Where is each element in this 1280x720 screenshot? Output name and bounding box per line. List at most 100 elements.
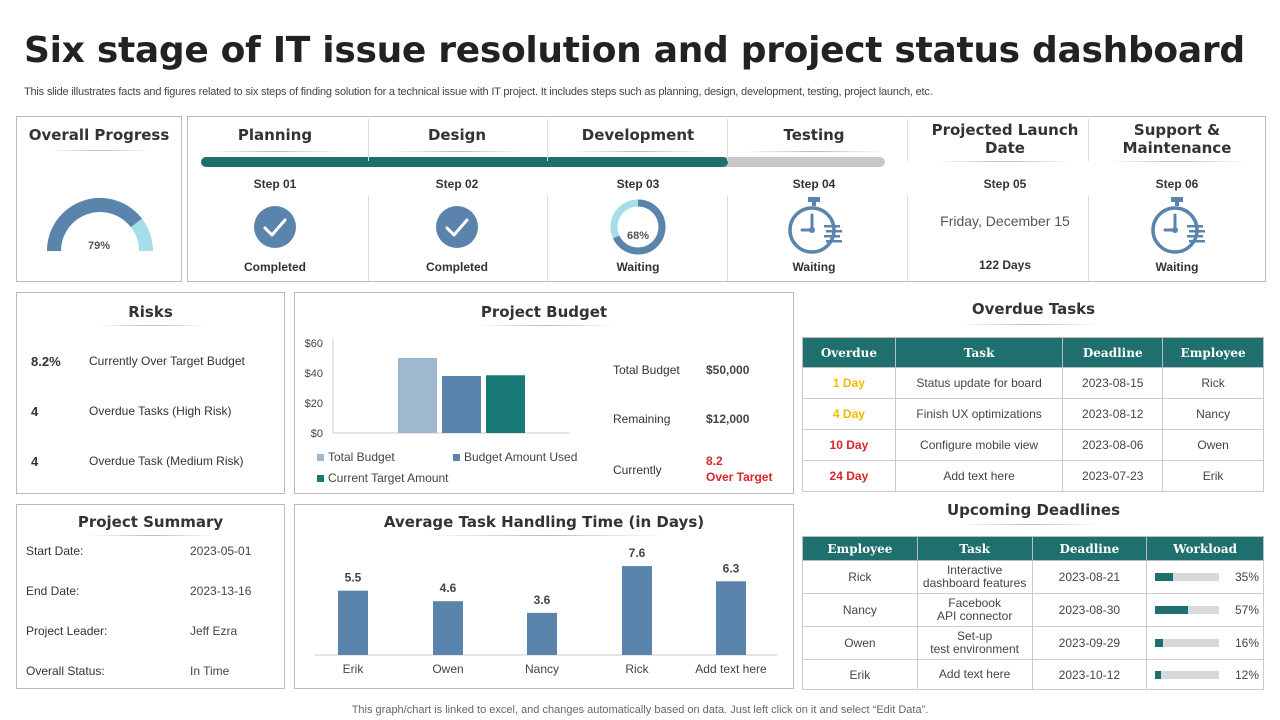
risk-medium-value: 4 xyxy=(31,454,39,469)
stage-divider xyxy=(1088,195,1089,281)
risk-budget-value: 8.2% xyxy=(31,354,61,369)
task-cell: Status update for board xyxy=(894,367,1064,399)
data-label: 4.6 xyxy=(440,581,457,595)
data-label: 3.6 xyxy=(534,593,551,607)
table-row: 1 Day Status update for board 2023-08-15 Ri… xyxy=(802,367,1264,399)
task-line-1: Add text here xyxy=(938,667,1011,681)
check-circle-icon xyxy=(436,206,478,248)
workload-bar-track xyxy=(1155,639,1220,647)
risk-high-label: Overdue Tasks (High Risk) xyxy=(89,404,232,418)
divider xyxy=(425,535,665,536)
col-deadline: Deadline xyxy=(1031,536,1148,561)
workload-value: 12% xyxy=(1234,667,1259,682)
employee-cell: Nancy xyxy=(802,593,918,627)
bar-nancy xyxy=(527,612,557,655)
workload-cell: 16% xyxy=(1146,626,1264,660)
ring-value: 68% xyxy=(626,230,650,242)
project-budget-panel: Project Budget $60 $40 $20 $0 Total Budget … xyxy=(294,292,794,494)
workload-value: 57% xyxy=(1234,603,1259,617)
task-handling-panel: Average Task Handling Time (in Days) 5.5… xyxy=(294,504,794,689)
deadline-cell: 2023-07-23 xyxy=(1062,460,1164,492)
launch-date: Friday, December 15 xyxy=(940,213,1070,229)
overdue-cell: 24 Day xyxy=(802,460,896,492)
task-line-1: Set-up xyxy=(956,629,993,643)
end-date-value: 2023-13-16 xyxy=(190,584,252,598)
task-cell: Add text here xyxy=(894,460,1064,492)
deadline-cell: 2023-10-12 xyxy=(1031,659,1148,690)
category-label: Nancy xyxy=(525,662,559,676)
divider xyxy=(935,161,1075,162)
upcoming-title: Upcoming Deadlines xyxy=(946,501,1121,519)
progress-gauge xyxy=(47,198,153,252)
divider xyxy=(205,151,345,152)
y-tick-label: $60 xyxy=(305,338,323,350)
bar-total-budget xyxy=(398,358,437,433)
page-subtitle: This slide illustrates facts and figures… xyxy=(24,86,933,98)
task-cell: Interactive dashboard features xyxy=(916,560,1033,594)
employee-cell: Rick xyxy=(1162,367,1264,399)
divider xyxy=(387,151,527,152)
risk-medium-label: Overdue Task (Medium Risk) xyxy=(89,454,244,468)
divider xyxy=(960,524,1100,525)
employee-cell: Owen xyxy=(1162,429,1264,461)
overall-progress-value: 79% xyxy=(87,240,111,252)
progress-ring-icon xyxy=(610,199,666,255)
stage-title-2: Design xyxy=(427,126,487,144)
overdue-title: Overdue Tasks xyxy=(971,300,1096,318)
deadline-cell: 2023-08-21 xyxy=(1031,560,1148,594)
remaining-value: $12,000 xyxy=(706,412,750,426)
divider xyxy=(47,150,153,151)
stage-title-3: Development xyxy=(581,126,695,144)
table-row: Nancy Facebook API connector 2023-08-30 57% xyxy=(802,593,1264,627)
summary-title: Project Summary xyxy=(77,513,224,531)
divider xyxy=(1107,161,1247,162)
legend-total-budget: Total Budget xyxy=(317,450,395,464)
bar-current-target-amount xyxy=(486,375,525,433)
stage-step-1: Step 01 xyxy=(253,177,297,191)
deadline-cell: 2023-08-06 xyxy=(1062,429,1164,461)
overdue-cell: 4 Day xyxy=(802,398,896,430)
y-tick-label: $0 xyxy=(311,428,323,440)
overdue-cell: 10 Day xyxy=(802,429,896,461)
col-workload: Workload xyxy=(1146,536,1264,561)
table-row: Owen Set-up test environment 2023-09-29 16% xyxy=(802,626,1264,660)
employee-cell: Erik xyxy=(1162,460,1264,492)
stage-step-5: Step 05 xyxy=(983,177,1027,191)
category-label: Add text here xyxy=(695,662,767,676)
stage-step-6: Step 06 xyxy=(1155,177,1199,191)
overall-progress-title: Overall Progress xyxy=(28,126,170,144)
table-row: Erik Add text here 2023-10-12 12% xyxy=(802,659,1264,690)
currently-value: 8.2 xyxy=(706,454,723,468)
task-cell: Facebook API connector xyxy=(916,593,1033,627)
workload-bar-fill xyxy=(1155,670,1162,679)
total-budget-label: Total Budget xyxy=(613,363,680,377)
stage-divider-top xyxy=(1088,119,1089,161)
stage-status-2: Completed xyxy=(425,260,488,274)
table-row: 10 Day Configure mobile view 2023-08-06 Owe… xyxy=(802,429,1264,461)
stage-title-1: Planning xyxy=(237,126,313,144)
stage-title-4: Testing xyxy=(783,126,845,144)
workload-value: 35% xyxy=(1234,570,1259,584)
task-cell: Set-up test environment xyxy=(916,626,1033,660)
stage-divider xyxy=(368,195,369,281)
category-label: Rick xyxy=(625,662,649,676)
table-row: 24 Day Add text here 2023-07-23 Erik xyxy=(802,460,1264,492)
risk-high-value: 4 xyxy=(31,404,39,419)
task-line-2: API connector xyxy=(936,609,1013,623)
overdue-cell: 1 Day xyxy=(802,367,896,399)
stage-divider xyxy=(547,195,548,281)
task-cell: Add text here xyxy=(916,659,1033,690)
stage-status-5: 122 Days xyxy=(978,258,1032,272)
divider xyxy=(87,535,217,536)
bar-budget-amount-used xyxy=(442,376,481,433)
handling-title: Average Task Handling Time (in Days) xyxy=(383,513,705,531)
deadline-cell: 2023-09-29 xyxy=(1031,626,1148,660)
task-line-1: Facebook xyxy=(948,596,1001,610)
bar-rick xyxy=(622,566,652,655)
col-overdue: Overdue xyxy=(802,337,896,368)
remaining-label: Remaining xyxy=(613,412,671,426)
divider xyxy=(568,151,708,152)
stage-title-5: Projected Launch Date xyxy=(931,121,1079,157)
risk-budget-label: Currently Over Target Budget xyxy=(89,354,245,368)
category-label: Erik xyxy=(343,662,365,676)
